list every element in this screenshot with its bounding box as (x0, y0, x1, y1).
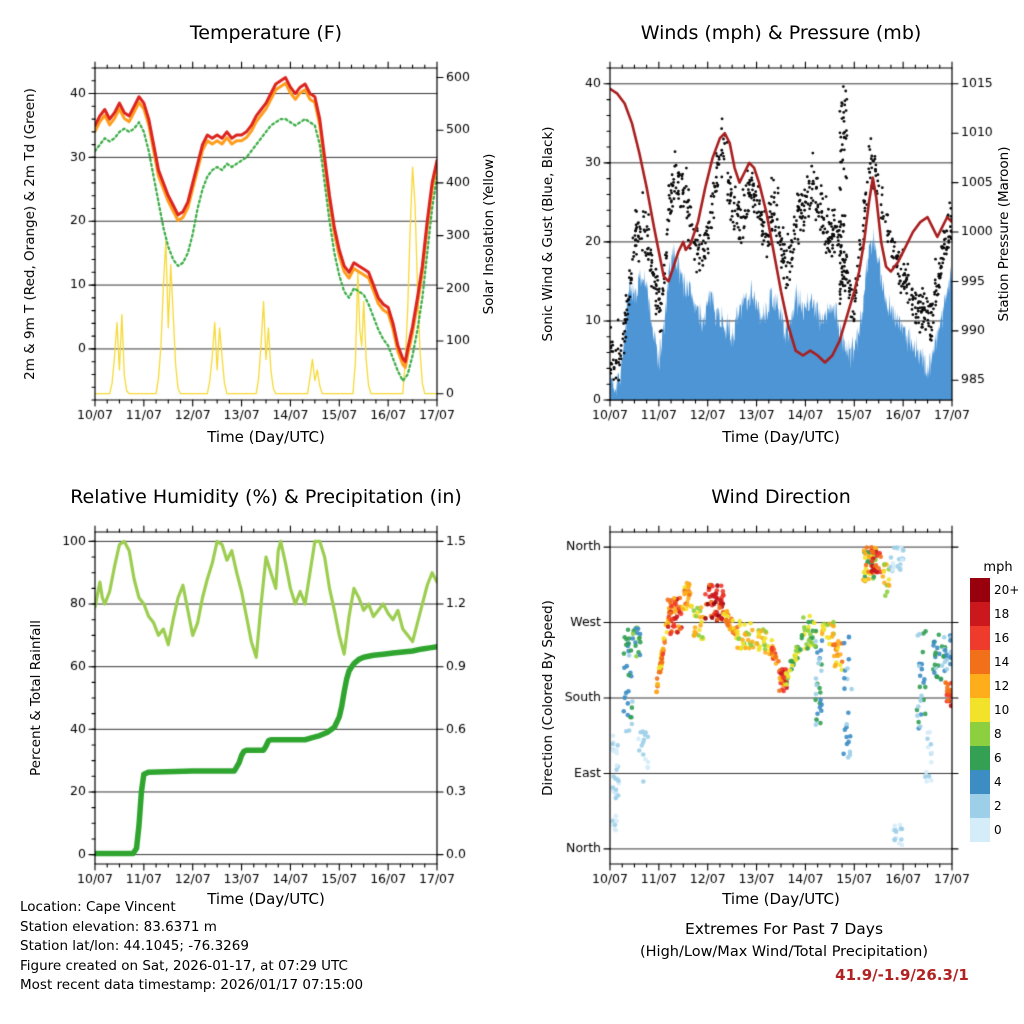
colorbar-tick-label: 0 (994, 823, 1002, 837)
station-latlon: Station lat/lon: 44.1045; -76.3269 (20, 938, 249, 954)
extremes-block: Extremes For Past 7 Days (High/Low/Max W… (560, 920, 1008, 984)
colorbar-swatch (970, 602, 990, 626)
wind-speed-colorbar: mph 20+ 18 16 14 12 10 8 6 4 2 0 (970, 560, 1024, 842)
wind-direction-chart-title: Wind Direction (711, 486, 851, 508)
humidity-x-axis-label: Time (Day/UTC) (207, 890, 325, 908)
colorbar-row: 10 (970, 698, 1024, 722)
station-location: Location: Cape Vincent (20, 899, 176, 915)
colorbar-row: 0 (970, 818, 1024, 842)
direction-y-axis-left-label: Direction (Colored By Speed) (540, 600, 556, 796)
temperature-panel: Temperature (F) 2m & 9m T (Red, Orange) … (0, 0, 512, 470)
colorbar-swatch (970, 794, 990, 818)
station-info-block: Location: Cape Vincent Station elevation… (20, 898, 363, 996)
colorbar-row: 8 (970, 722, 1024, 746)
colorbar-tick-label: 14 (994, 655, 1010, 669)
colorbar-tick-label: 18 (994, 607, 1010, 621)
colorbar-swatch (970, 650, 990, 674)
colorbar-tick-label: 16 (994, 631, 1010, 645)
colorbar-row: 4 (970, 770, 1024, 794)
direction-x-axis-label: Time (Day/UTC) (722, 890, 840, 908)
colorbar-tick-label: 10 (994, 703, 1010, 717)
colorbar-row: 16 (970, 626, 1024, 650)
colorbar-row: 14 (970, 650, 1024, 674)
temperature-chart-title: Temperature (F) (189, 22, 343, 44)
temperature-y-axis-left-label: 2m & 9m T (Red, Orange) & 2m Td (Green) (22, 88, 38, 380)
winds-pressure-chart-canvas (512, 0, 1024, 470)
colorbar-title: mph (983, 560, 1013, 575)
temperature-y-axis-right-label: Solar Insolation (Yellow) (481, 153, 497, 315)
colorbar-swatch (970, 818, 990, 842)
wind-direction-chart-canvas (512, 464, 1024, 944)
wind-direction-panel: Wind Direction Direction (Colored By Spe… (512, 464, 1024, 944)
colorbar-row: 6 (970, 746, 1024, 770)
colorbar-swatch (970, 626, 990, 650)
temperature-x-axis-label: Time (Day/UTC) (207, 428, 325, 446)
humidity-precip-panel: Relative Humidity (%) & Precipitation (i… (0, 464, 512, 944)
humidity-precip-chart-title: Relative Humidity (%) & Precipitation (i… (70, 486, 462, 508)
colorbar-swatch (970, 698, 990, 722)
winds-y-axis-left-label: Sonic Wind & Gust (Blue, Black) (540, 126, 556, 342)
colorbar-tick-label: 2 (994, 799, 1002, 813)
colorbar-swatch (970, 674, 990, 698)
extremes-values: 41.9/-1.9/26.3/1 (835, 966, 969, 984)
colorbar-swatch (970, 770, 990, 794)
figure-created-timestamp: Figure created on Sat, 2026-01-17, at 07… (20, 957, 348, 974)
pressure-y-axis-right-label: Station Pressure (Maroon) (996, 146, 1012, 322)
winds-pressure-chart-title: Winds (mph) & Pressure (mb) (640, 22, 922, 44)
colorbar-row: 2 (970, 794, 1024, 818)
colorbar-row: 20+ (970, 578, 1024, 602)
extremes-subheading: (High/Low/Max Wind/Total Precipitation) (640, 944, 928, 960)
winds-pressure-panel: Winds (mph) & Pressure (mb) Sonic Wind &… (512, 0, 1024, 470)
colorbar-tick-label: 8 (994, 727, 1002, 741)
colorbar-swatch (970, 746, 990, 770)
station-elevation: Station elevation: 83.6371 m (20, 918, 217, 935)
colorbar-swatch (970, 578, 990, 602)
colorbar-row: 18 (970, 602, 1024, 626)
colorbar-tick-label: 4 (994, 775, 1002, 789)
extremes-heading: Extremes For Past 7 Days (684, 920, 884, 938)
colorbar-tick-label: 6 (994, 751, 1002, 765)
colorbar-tick-label: 20+ (994, 583, 1020, 597)
humidity-precip-chart-canvas (0, 464, 512, 944)
most-recent-data-timestamp: Most recent data timestamp: 2026/01/17 0… (20, 977, 364, 993)
colorbar-row: 12 (970, 674, 1024, 698)
colorbar-rows: 20+ 18 16 14 12 10 8 6 4 2 0 (970, 578, 1024, 842)
humidity-y-axis-left-label: Percent & Total Rainfall (28, 620, 44, 776)
colorbar-tick-label: 12 (994, 679, 1010, 693)
temperature-chart-canvas (0, 0, 512, 470)
winds-x-axis-label: Time (Day/UTC) (722, 428, 840, 446)
colorbar-swatch (970, 722, 990, 746)
